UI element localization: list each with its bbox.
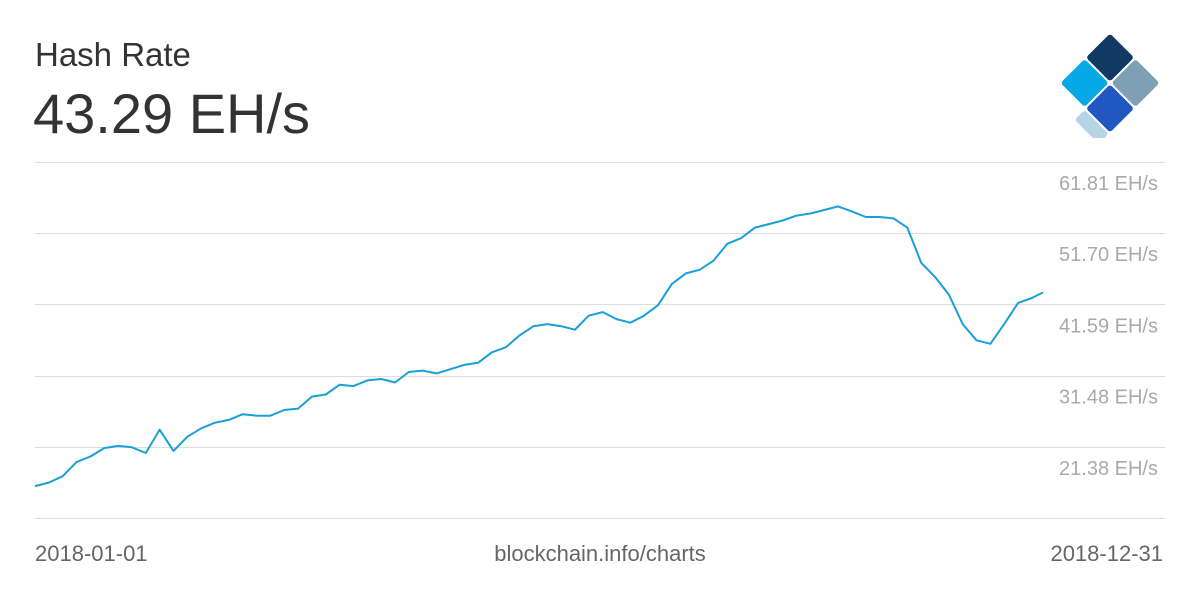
y-tick-label: 61.81 EH/s (1059, 173, 1158, 195)
y-tick-label: 31.48 EH/s (1059, 387, 1158, 409)
blockchain-logo-icon (1061, 34, 1159, 138)
y-tick-label: 21.38 EH/s (1059, 458, 1158, 480)
y-tick-label: 51.70 EH/s (1059, 244, 1158, 266)
x-axis-start-date: 2018-01-01 (35, 541, 148, 566)
logo-square-grey (1112, 60, 1159, 106)
logo-square-navy (1087, 34, 1133, 81)
logo-square-cyan (1061, 60, 1108, 106)
logo-square-blue (1087, 85, 1133, 132)
y-axis-ticks: 21.38 EH/s 31.48 EH/s 41.59 EH/s 51.70 EH/s… (1059, 173, 1158, 480)
source-link[interactable]: blockchain.info/charts (494, 541, 706, 566)
chart-gridlines (35, 162, 1165, 519)
logo-square-light (1075, 111, 1108, 138)
hash-rate-series-line (34, 205, 1044, 488)
current-hash-rate: 43.29 EH/s (33, 82, 311, 145)
y-tick-label: 41.59 EH/s (1059, 315, 1158, 337)
x-axis-end-date: 2018-12-31 (1050, 541, 1163, 566)
chart-title: Hash Rate (35, 36, 191, 73)
